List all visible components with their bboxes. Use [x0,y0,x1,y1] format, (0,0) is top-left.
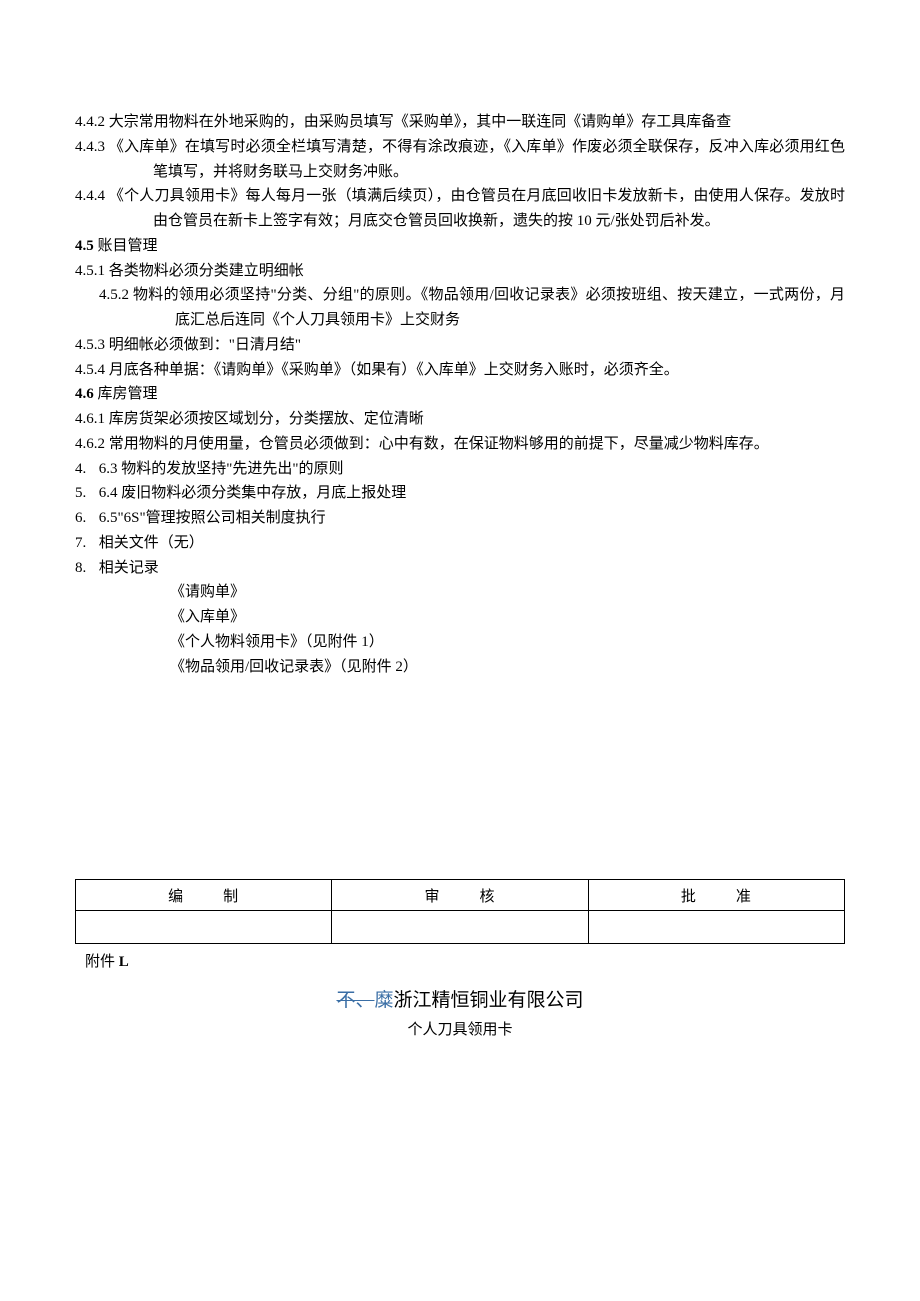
attachment-subtitle: 个人刀具领用卡 [0,1018,920,1039]
signature-compile-cell [76,911,332,944]
heading-4-6-number: 4.6 [75,386,94,402]
signature-value-row [76,911,845,944]
list-number-6: 6. [75,506,95,531]
list-text-5: 6.4 废旧物料必须分类集中存放，月底上报处理 [99,485,407,501]
list-number-8: 8. [75,556,95,581]
paragraph-4-5-1: 4.5.1 各类物料必须分类建立明细帐 [75,259,845,284]
list-number-5: 5. [75,481,95,506]
list-item-7: 7. 相关文件（无） [75,531,845,556]
list-item-6: 6. 6.5"6S"管理按照公司相关制度执行 [75,506,845,531]
paragraph-4-5-3: 4.5.3 明细帐必须做到："日清月结" [75,333,845,358]
attachment-title: 不、糜浙江精恒铜业有限公司 [0,985,920,1012]
heading-4-5-number: 4.5 [75,238,94,254]
list-number-4: 4. [75,457,95,482]
list-text-7: 相关文件（无） [99,535,204,551]
paragraph-4-6-2: 4.6.2 常用物料的月使用量，仓管员必须做到：心中有数，在保证物料够用的前提下… [75,432,845,457]
record-item-1: 《请购单》 [75,580,845,605]
paragraph-4-6-1: 4.6.1 库房货架必须按区域划分，分类摆放、定位清晰 [75,407,845,432]
signature-header-row: 编制 审核 批准 [76,880,845,911]
vertical-spacer [0,679,920,879]
list-text-8: 相关记录 [99,560,159,576]
list-text-6: 6.5"6S"管理按照公司相关制度执行 [99,510,326,526]
list-number-7: 7. [75,531,95,556]
heading-4-6: 4.6 库房管理 [75,382,845,407]
signature-table: 编制 审核 批准 [75,879,845,944]
heading-4-6-label: 库房管理 [94,386,158,402]
signature-review-cell [332,911,588,944]
signature-col-review: 审核 [332,880,588,911]
attachment-label-prefix: 附件 [85,954,119,970]
paragraph-4-5-4: 4.5.4 月底各种单据：《请购单》《采购单》（如果有）《入库单》上交财务入账时… [75,358,845,383]
list-item-8: 8. 相关记录 [75,556,845,581]
signature-col-compile: 编制 [76,880,332,911]
heading-4-5: 4.5 账目管理 [75,234,845,259]
signature-approve-cell [588,911,844,944]
list-item-5: 5. 6.4 废旧物料必须分类集中存放，月底上报处理 [75,481,845,506]
paragraph-4-4-4: 4.4.4 《个人刀具领用卡》每人每月一张（填满后续页），由仓管员在月底回收旧卡… [75,184,845,234]
list-item-4: 4. 6.3 物料的发放坚持"先进先出"的原则 [75,457,845,482]
attachment-title-main: 浙江精恒铜业有限公司 [394,990,584,1011]
list-text-4: 6.3 物料的发放坚持"先进先出"的原则 [99,461,344,477]
attachment-title-strike: 不、 [336,990,374,1011]
attachment-label: 附件 L [0,944,920,971]
paragraph-4-4-2: 4.4.2 大宗常用物料在外地采购的，由采购员填写《采购单》，其中一联连同《请购… [75,110,845,135]
record-item-2: 《入库单》 [75,605,845,630]
heading-4-5-label: 账目管理 [94,238,158,254]
paragraph-4-5-2: 4.5.2 物料的领用必须坚持"分类、分组"的原则。《物品领用/回收记录表》必须… [75,283,845,333]
attachment-label-bold: L [119,954,129,970]
paragraph-4-4-3: 4.4.3 《入库单》在填写时必须全栏填写清楚，不得有涂改痕迹，《入库单》作废必… [75,135,845,185]
attachment-title-prefix: 糜 [374,990,393,1011]
record-item-4: 《物品领用/回收记录表》（见附件 2） [75,655,845,680]
record-item-3: 《个人物料领用卡》（见附件 1） [75,630,845,655]
signature-col-approve: 批准 [588,880,844,911]
document-page: 4.4.2 大宗常用物料在外地采购的，由采购员填写《采购单》，其中一联连同《请购… [0,0,920,679]
